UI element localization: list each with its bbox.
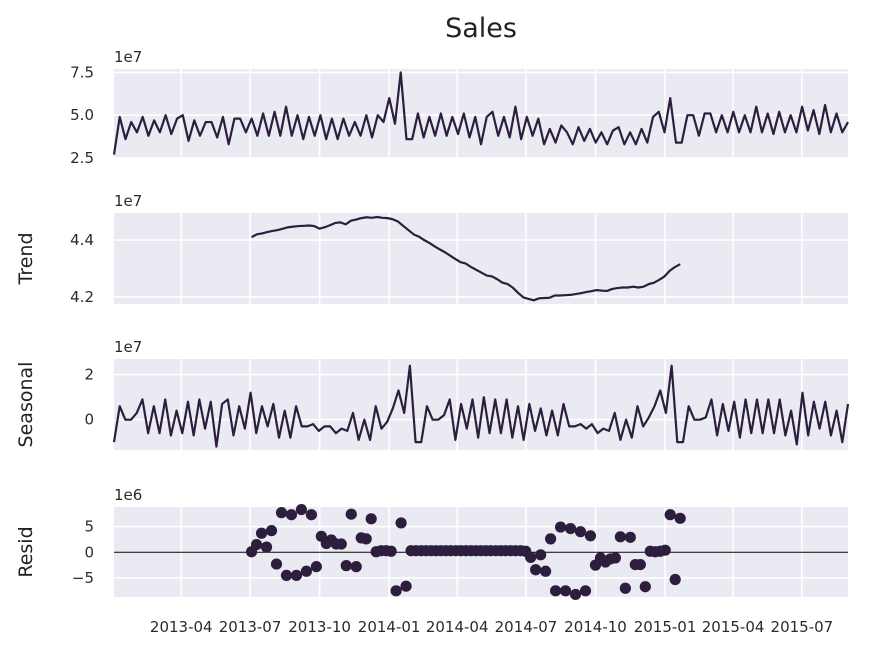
series-line-observed <box>112 71 849 155</box>
y-tick-label: 7.5 <box>70 63 94 81</box>
x-axis: 2013-04 2013-07 2013-10 2014-01 2014-04 2014-… <box>150 618 833 636</box>
series-line-trend <box>251 215 681 302</box>
resid-point <box>545 533 557 545</box>
resid-point <box>300 565 312 577</box>
panel-background <box>114 213 848 304</box>
resid-point <box>634 559 646 571</box>
resid-point <box>340 560 352 572</box>
resid-point <box>365 513 377 525</box>
y-tick-label: 2 <box>84 366 94 384</box>
resid-point <box>535 549 547 561</box>
resid-point <box>525 551 537 564</box>
y-tick-label: 4.2 <box>70 288 94 306</box>
resid-point <box>609 552 621 564</box>
chart-panels: 2.5 5.0 7.5 1e7 4.2 4.4 1e7 Trend 0 2 1e7 Seasonal 5… <box>15 48 850 601</box>
x-tick-label: 2013-04 <box>150 618 213 636</box>
resid-point <box>554 521 567 533</box>
x-tick-label: 2014-07 <box>495 618 558 636</box>
resid-point <box>305 509 317 521</box>
y-tick-label: 5 <box>84 518 94 536</box>
resid-point <box>584 530 597 542</box>
resid-point <box>285 509 298 521</box>
y-tick-label: 0 <box>84 411 94 429</box>
resid-point <box>579 585 592 597</box>
resid-point <box>295 503 308 516</box>
resid-point <box>540 565 552 577</box>
panel-ylabel: Seasonal <box>15 362 37 448</box>
resid-point <box>659 544 671 556</box>
panel-resid: 5 0 −5 1e6 Resid <box>15 486 848 601</box>
resid-point <box>275 507 288 519</box>
resid-point <box>574 526 587 538</box>
axis-multiplier: 1e7 <box>114 338 142 356</box>
resid-point <box>290 569 303 582</box>
resid-point <box>395 517 407 529</box>
resid-point <box>350 561 362 573</box>
panel-ylabel: Resid <box>15 526 37 577</box>
panel-observed: 2.5 5.0 7.5 1e7 <box>70 48 849 167</box>
resid-point <box>260 541 273 553</box>
x-tick-label: 2013-10 <box>288 618 351 636</box>
panel-seasonal: 0 2 1e7 Seasonal <box>15 338 850 450</box>
axis-multiplier: 1e7 <box>114 48 142 66</box>
resid-point <box>310 561 322 573</box>
x-tick-label: 2014-10 <box>564 618 627 636</box>
resid-point <box>669 573 681 586</box>
resid-point <box>664 509 676 521</box>
y-tick-label: 4.4 <box>70 231 94 249</box>
resid-point <box>335 538 347 550</box>
resid-point <box>280 569 293 582</box>
y-tick-label: 2.5 <box>70 149 94 167</box>
resid-point <box>255 527 268 539</box>
panel-background <box>114 359 848 450</box>
x-tick-label: 2013-07 <box>219 618 282 636</box>
x-tick-label: 2015-01 <box>634 618 697 636</box>
y-tick-label: 5.0 <box>70 106 94 124</box>
resid-point <box>614 531 626 543</box>
y-tick-label: −5 <box>72 569 94 587</box>
resid-point <box>549 585 562 597</box>
resid-point <box>530 564 542 576</box>
panel-ylabel: Trend <box>15 233 37 286</box>
x-tick-label: 2015-07 <box>771 618 834 636</box>
resid-point <box>639 581 651 593</box>
resid-point <box>390 585 402 597</box>
x-tick-label: 2015-04 <box>702 618 765 636</box>
axis-multiplier: 1e7 <box>114 192 142 210</box>
y-tick-label: 0 <box>84 543 94 561</box>
resid-point <box>674 512 686 524</box>
resid-point <box>559 585 572 597</box>
resid-point <box>385 545 397 557</box>
x-tick-label: 2014-01 <box>358 618 421 636</box>
resid-point <box>265 525 278 537</box>
resid-point <box>624 531 636 543</box>
resid-point <box>569 588 582 601</box>
x-tick-label: 2014-04 <box>426 618 489 636</box>
resid-point <box>270 558 283 570</box>
resid-point <box>250 538 263 551</box>
resid-point <box>619 582 631 594</box>
resid-point <box>360 533 372 545</box>
resid-point <box>400 580 412 592</box>
series-line-seasonal <box>112 364 850 448</box>
resid-point <box>345 508 357 520</box>
panel-trend: 4.2 4.4 1e7 Trend <box>15 192 848 306</box>
chart-title: Sales <box>445 13 517 44</box>
resid-point <box>564 523 577 535</box>
axis-multiplier: 1e6 <box>114 486 142 504</box>
